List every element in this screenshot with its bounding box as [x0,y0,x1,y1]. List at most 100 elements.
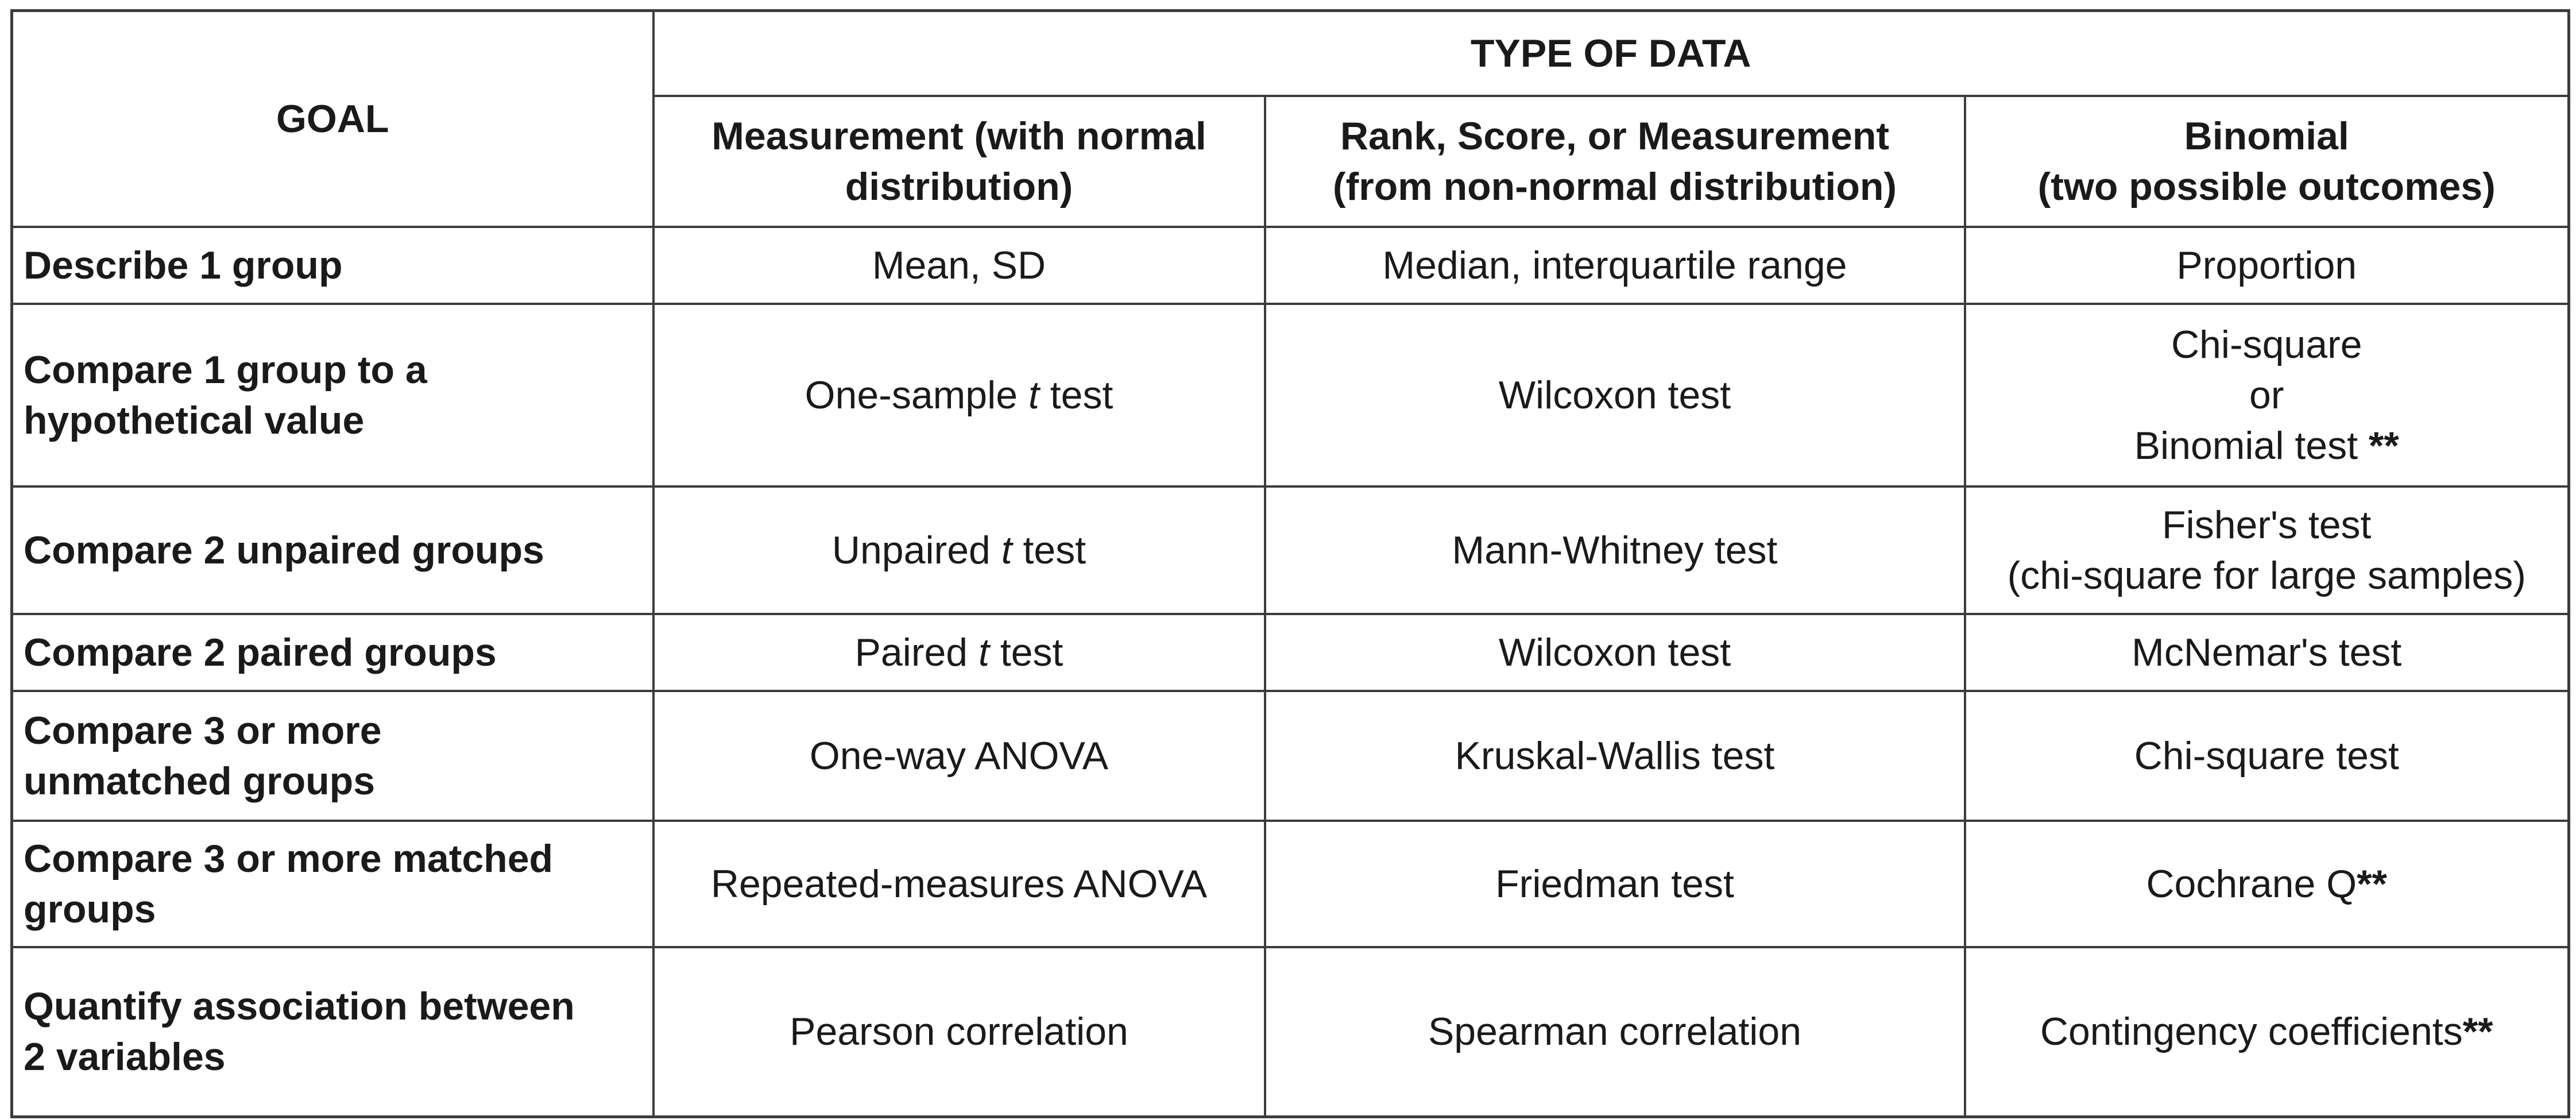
binomial-line: Binomial test ** [1979,420,2555,471]
type-of-data-header: TYPE OF DATA [652,9,2570,97]
binomial-text: McNemar's test [2132,630,2402,674]
measurement-text: Mean, SD [872,243,1046,287]
binomial-line: or [1979,370,2555,420]
goal-cell: Quantify association between 2 variables [10,945,655,1118]
goal-line: Compare 2 paired groups [24,630,497,674]
rank-text: Wilcoxon test [1498,373,1731,417]
binomial-text: Chi-square [2171,322,2362,366]
column-header-line: Binomial [2184,114,2349,158]
goal-line: Compare 3 or more [24,708,382,752]
table-row: Compare 3 or more matched groups Repeated-… [10,819,2570,948]
measurement-cell: Paired t test [652,612,1266,692]
binomial-text: (chi-square for large samples) [2007,553,2526,597]
binomial-cell: Contingency coefficients** [1963,945,2570,1118]
measurement-cell: Unpaired t test [652,485,1266,615]
table-row: Compare 3 or more unmatched groups One-way… [10,689,2570,822]
footnote-marker: ** [2357,862,2388,906]
binomial-line: McNemar's test [1979,627,2555,678]
goal-cell: Compare 3 or more matched groups [10,819,655,948]
table-row: Compare 1 group to a hypothetical value On… [10,302,2570,488]
measurement-text: One-sample [804,373,1028,417]
column-header-line: Measurement (with normal [711,114,1206,158]
table-row: Compare 2 paired groups Paired t test Wilc… [10,612,2570,692]
measurement-cell: Mean, SD [652,225,1266,305]
rank-text: Mann-Whitney test [1452,528,1778,572]
footnote-marker: ** [2462,1010,2493,1054]
measurement-text-suffix: test [989,630,1063,674]
measurement-text: Paired [854,630,979,674]
binomial-line: Proportion [1979,240,2555,291]
rank-cell: Kruskal-Wallis test [1263,689,1966,822]
rank-text: Median, interquartile range [1382,243,1847,287]
goal-cell: Compare 2 unpaired groups [10,485,655,615]
goal-cell: Compare 3 or more unmatched groups [10,689,655,822]
measurement-cell: One-sample t test [652,302,1266,488]
table-body: Describe 1 group Mean, SD Median, interqua… [10,225,2570,1118]
binomial-text: Binomial test [2134,423,2369,468]
goal-line: 2 variables [24,1035,226,1079]
t-variable: t [1028,373,1039,417]
rank-cell: Wilcoxon test [1263,302,1966,488]
binomial-line: Cochrane Q** [1979,859,2555,909]
rank-text: Kruskal-Wallis test [1455,733,1775,778]
rank-cell: Friedman test [1263,819,1966,948]
column-header-line: Rank, Score, or Measurement [1340,114,1890,158]
measurement-text-suffix: test [1012,528,1086,572]
goal-line: unmatched groups [24,759,376,803]
binomial-text: Cochrane Q [2146,862,2357,906]
binomial-line: Contingency coefficients** [1979,1006,2555,1057]
binomial-line: Chi-square [1979,319,2555,370]
binomial-cell: Chi-square or Binomial test ** [1963,302,2570,488]
column-header-line: distribution) [845,164,1073,208]
rank-cell: Wilcoxon test [1263,612,1966,692]
column-header-binomial: Binomial (two possible outcomes) [1963,94,2570,228]
column-header-measurement: Measurement (with normal distribution) [652,94,1266,228]
t-variable: t [978,630,989,674]
goal-line: Quantify association between [24,984,575,1029]
rank-text: Friedman test [1495,862,1734,906]
goal-header: GOAL [10,9,655,228]
binomial-text: Chi-square test [2134,733,2399,778]
goal-line: hypothetical value [24,398,365,442]
binomial-cell: Fisher's test (chi-square for large sampl… [1963,485,2570,615]
binomial-cell: McNemar's test [1963,612,2570,692]
measurement-text: One-way ANOVA [809,733,1109,778]
column-header-line: (from non-normal distribution) [1332,164,1897,208]
rank-cell: Spearman correlation [1263,945,1966,1118]
rank-cell: Mann-Whitney test [1263,485,1966,615]
measurement-cell: Repeated-measures ANOVA [652,819,1266,948]
goal-cell: Compare 2 paired groups [10,612,655,692]
binomial-text: Contingency coefficients [2040,1010,2463,1054]
rank-text: Wilcoxon test [1498,630,1731,674]
binomial-text: or [2249,373,2284,417]
table-row: Describe 1 group Mean, SD Median, interqua… [10,225,2570,305]
measurement-text-suffix: test [1039,373,1113,417]
t-variable: t [1001,528,1012,572]
binomial-cell: Proportion [1963,225,2570,305]
table-row: Compare 2 unpaired groups Unpaired t test… [10,485,2570,615]
measurement-text: Unpaired [831,528,1001,572]
goal-line: Compare 2 unpaired groups [24,528,544,572]
measurement-cell: One-way ANOVA [652,689,1266,822]
goal-cell: Compare 1 group to a hypothetical value [10,302,655,488]
rank-cell: Median, interquartile range [1263,225,1966,305]
statistical-tests-table: GOAL TYPE OF DATA Measurement (with norm… [10,9,2570,1118]
goal-line: Describe 1 group [24,243,343,287]
binomial-line: (chi-square for large samples) [1979,550,2555,601]
rank-text: Spearman correlation [1428,1010,1802,1054]
goal-line: groups [24,887,156,931]
column-header-rank: Rank, Score, or Measurement (from non-no… [1263,94,1966,228]
measurement-cell: Pearson correlation [652,945,1266,1118]
measurement-text: Repeated-measures ANOVA [710,862,1208,906]
binomial-line: Chi-square test [1979,731,2555,781]
measurement-text: Pearson correlation [790,1010,1128,1054]
goal-line: Compare 1 group to a [24,347,427,392]
goal-cell: Describe 1 group [10,225,655,305]
binomial-cell: Cochrane Q** [1963,819,2570,948]
binomial-line: Fisher's test [1979,500,2555,550]
binomial-text: Fisher's test [2162,503,2372,547]
footnote-marker: ** [2368,423,2399,468]
binomial-cell: Chi-square test [1963,689,2570,822]
binomial-text: Proportion [2176,243,2357,287]
goal-line: Compare 3 or more matched [24,836,554,880]
